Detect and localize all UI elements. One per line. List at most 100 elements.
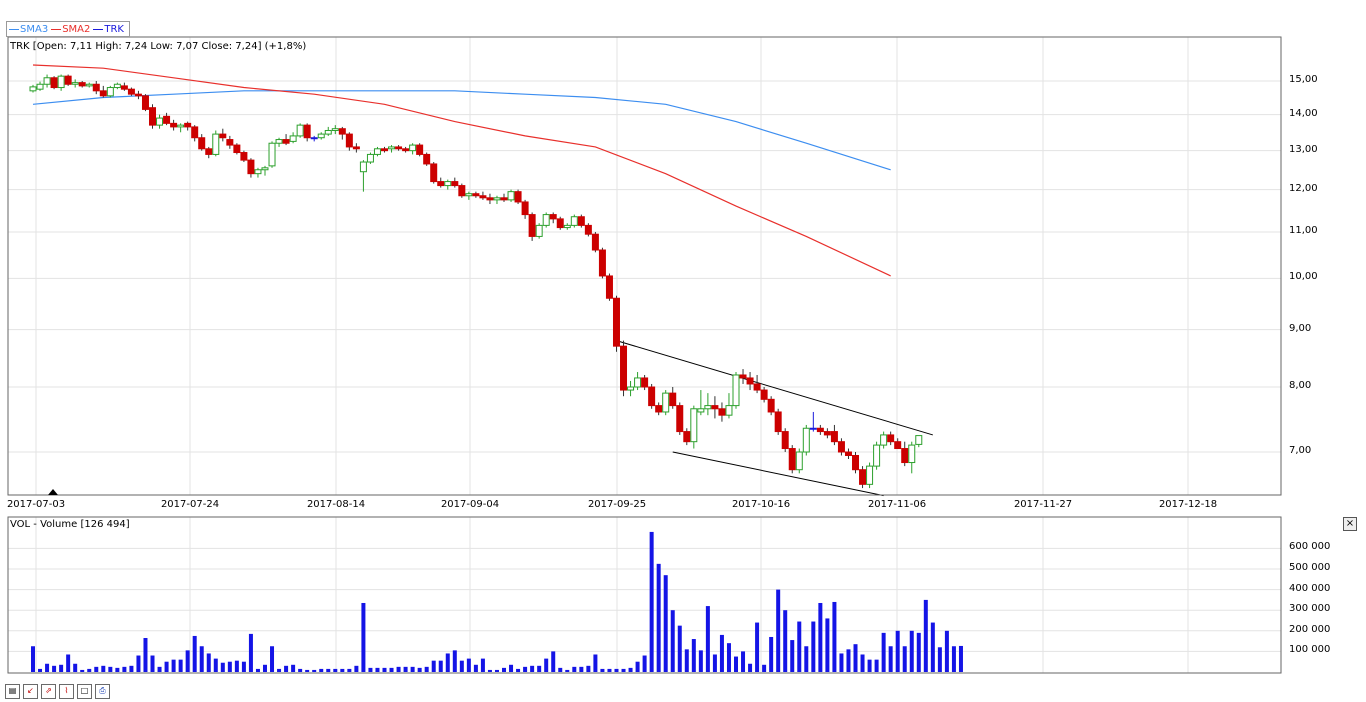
candle	[338, 126, 346, 140]
candle-body	[268, 142, 276, 167]
volume-bar	[825, 618, 830, 672]
volume-bar	[270, 646, 275, 672]
candle-body	[310, 137, 318, 140]
candle	[416, 143, 424, 157]
volume-bar	[333, 668, 338, 672]
volume-bar	[136, 655, 141, 672]
volume-bar	[192, 635, 197, 672]
volume-bar	[143, 638, 148, 672]
volume-bar	[895, 630, 900, 672]
candle-body	[528, 214, 536, 237]
candle	[184, 121, 192, 131]
candle-body	[901, 448, 909, 464]
volume-bar	[523, 666, 528, 672]
volume-bar	[509, 664, 514, 672]
candle-body	[226, 139, 234, 146]
volume-bar	[937, 647, 942, 672]
candle	[570, 214, 578, 228]
volume-bar	[705, 606, 710, 672]
volume-bar	[494, 669, 499, 672]
candle-body	[648, 386, 656, 407]
candle	[873, 441, 881, 470]
candle	[655, 402, 663, 416]
volume-bar	[818, 602, 823, 672]
legend-item-trk[interactable]: TRK	[93, 24, 124, 35]
candle	[753, 374, 761, 394]
volume-bar	[790, 640, 795, 672]
candle	[141, 94, 149, 112]
volume-bar	[227, 661, 232, 672]
candle	[802, 424, 810, 456]
candle-body	[43, 77, 51, 85]
candle	[732, 372, 740, 409]
legend: SMA3 SMA2 TRK	[6, 21, 130, 37]
candle	[437, 177, 445, 188]
candle	[423, 152, 431, 166]
volume-bar	[312, 669, 317, 672]
trendline	[672, 451, 884, 497]
candle-body	[514, 191, 522, 203]
candle-body	[64, 75, 72, 85]
volume-bar	[410, 666, 415, 672]
fit-view-icon[interactable]: □	[77, 684, 92, 699]
sma-lines	[32, 64, 891, 277]
volume-bar	[431, 660, 436, 672]
draw-line-icon[interactable]: ↙	[23, 684, 38, 699]
candle	[718, 402, 726, 422]
volume-bar	[839, 653, 844, 672]
print-icon[interactable]: ⎙	[95, 684, 110, 699]
candle-body	[620, 345, 628, 391]
volume-bar	[80, 669, 85, 672]
candle	[612, 295, 620, 352]
candle	[711, 396, 719, 419]
candle	[163, 112, 171, 126]
candle	[247, 158, 255, 178]
candlesticks	[29, 74, 923, 489]
volume-bar	[382, 667, 387, 672]
candle	[788, 445, 796, 474]
draw-channel-icon[interactable]: ⇗	[41, 684, 56, 699]
volume-bar	[38, 668, 43, 672]
candle-body	[711, 405, 719, 410]
candle	[289, 132, 297, 144]
candle	[78, 81, 86, 88]
volume-bar	[558, 667, 563, 672]
candle-body	[507, 191, 515, 201]
volume-bar	[565, 669, 570, 672]
candle-body	[205, 148, 213, 155]
volume-bar	[909, 630, 914, 672]
volume-bar	[340, 668, 345, 672]
candle	[409, 143, 417, 155]
candle-body	[704, 405, 712, 410]
draw-zigzag-icon[interactable]: ⌇	[59, 684, 74, 699]
candle	[324, 126, 332, 136]
candle	[598, 247, 606, 279]
candle	[254, 167, 262, 178]
volume-bar	[656, 563, 661, 672]
candle-body	[662, 392, 670, 413]
legend-item-sma2[interactable]: SMA2	[51, 24, 90, 35]
candle	[746, 372, 754, 391]
candle	[894, 438, 902, 450]
candle	[767, 396, 775, 416]
volume-bar	[94, 666, 99, 672]
volume-bar	[734, 656, 738, 672]
candle-body	[866, 465, 874, 485]
legend-item-sma3[interactable]: SMA3	[9, 24, 48, 35]
volume-bar	[663, 575, 668, 672]
price-tick-label: 7,00	[1289, 445, 1312, 456]
candle	[120, 82, 128, 91]
candle	[345, 132, 353, 151]
candle-body	[697, 408, 705, 413]
volume-bar	[185, 650, 190, 672]
save-icon[interactable]: ▤	[5, 684, 20, 699]
candle	[451, 177, 459, 188]
candle	[837, 438, 845, 456]
candle	[381, 146, 388, 153]
candle-body	[795, 451, 803, 471]
candle-body	[535, 224, 543, 237]
candle	[704, 393, 712, 416]
candle	[430, 162, 438, 184]
volume-tick-label: 400 000	[1289, 582, 1331, 594]
close-volume-panel-button[interactable]: ×	[1343, 517, 1357, 531]
